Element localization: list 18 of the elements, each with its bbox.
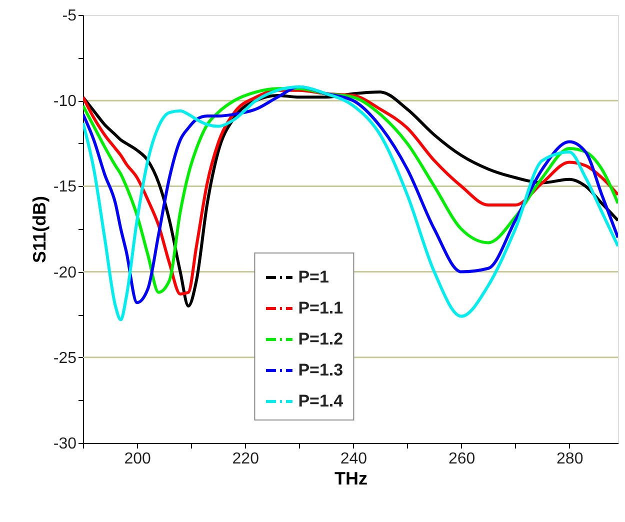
legend-label: P=1.1 — [298, 298, 344, 318]
y-axis-title: S11(dB) — [29, 196, 50, 264]
y-tick-label: -25 — [53, 350, 77, 367]
y-tick-label: -10 — [53, 93, 77, 110]
x-tick-label: 220 — [232, 450, 260, 468]
x-tick-label: 200 — [124, 450, 151, 468]
y-tick-label: -5 — [62, 8, 77, 24]
y-tick-label: -30 — [53, 436, 77, 452]
x-tick-label: 280 — [556, 450, 584, 468]
x-tick-label: 260 — [448, 450, 476, 468]
y-tick-label: -15 — [53, 178, 77, 196]
x-axis-title: THz — [334, 468, 368, 488]
x-tick-label: 240 — [340, 450, 368, 468]
legend-label: P=1.4 — [298, 392, 344, 411]
legend-label: P=1.2 — [298, 330, 344, 349]
legend-label: P=1 — [298, 268, 329, 287]
legend-label: P=1.3 — [298, 360, 344, 380]
y-tick-label: -20 — [53, 264, 77, 282]
